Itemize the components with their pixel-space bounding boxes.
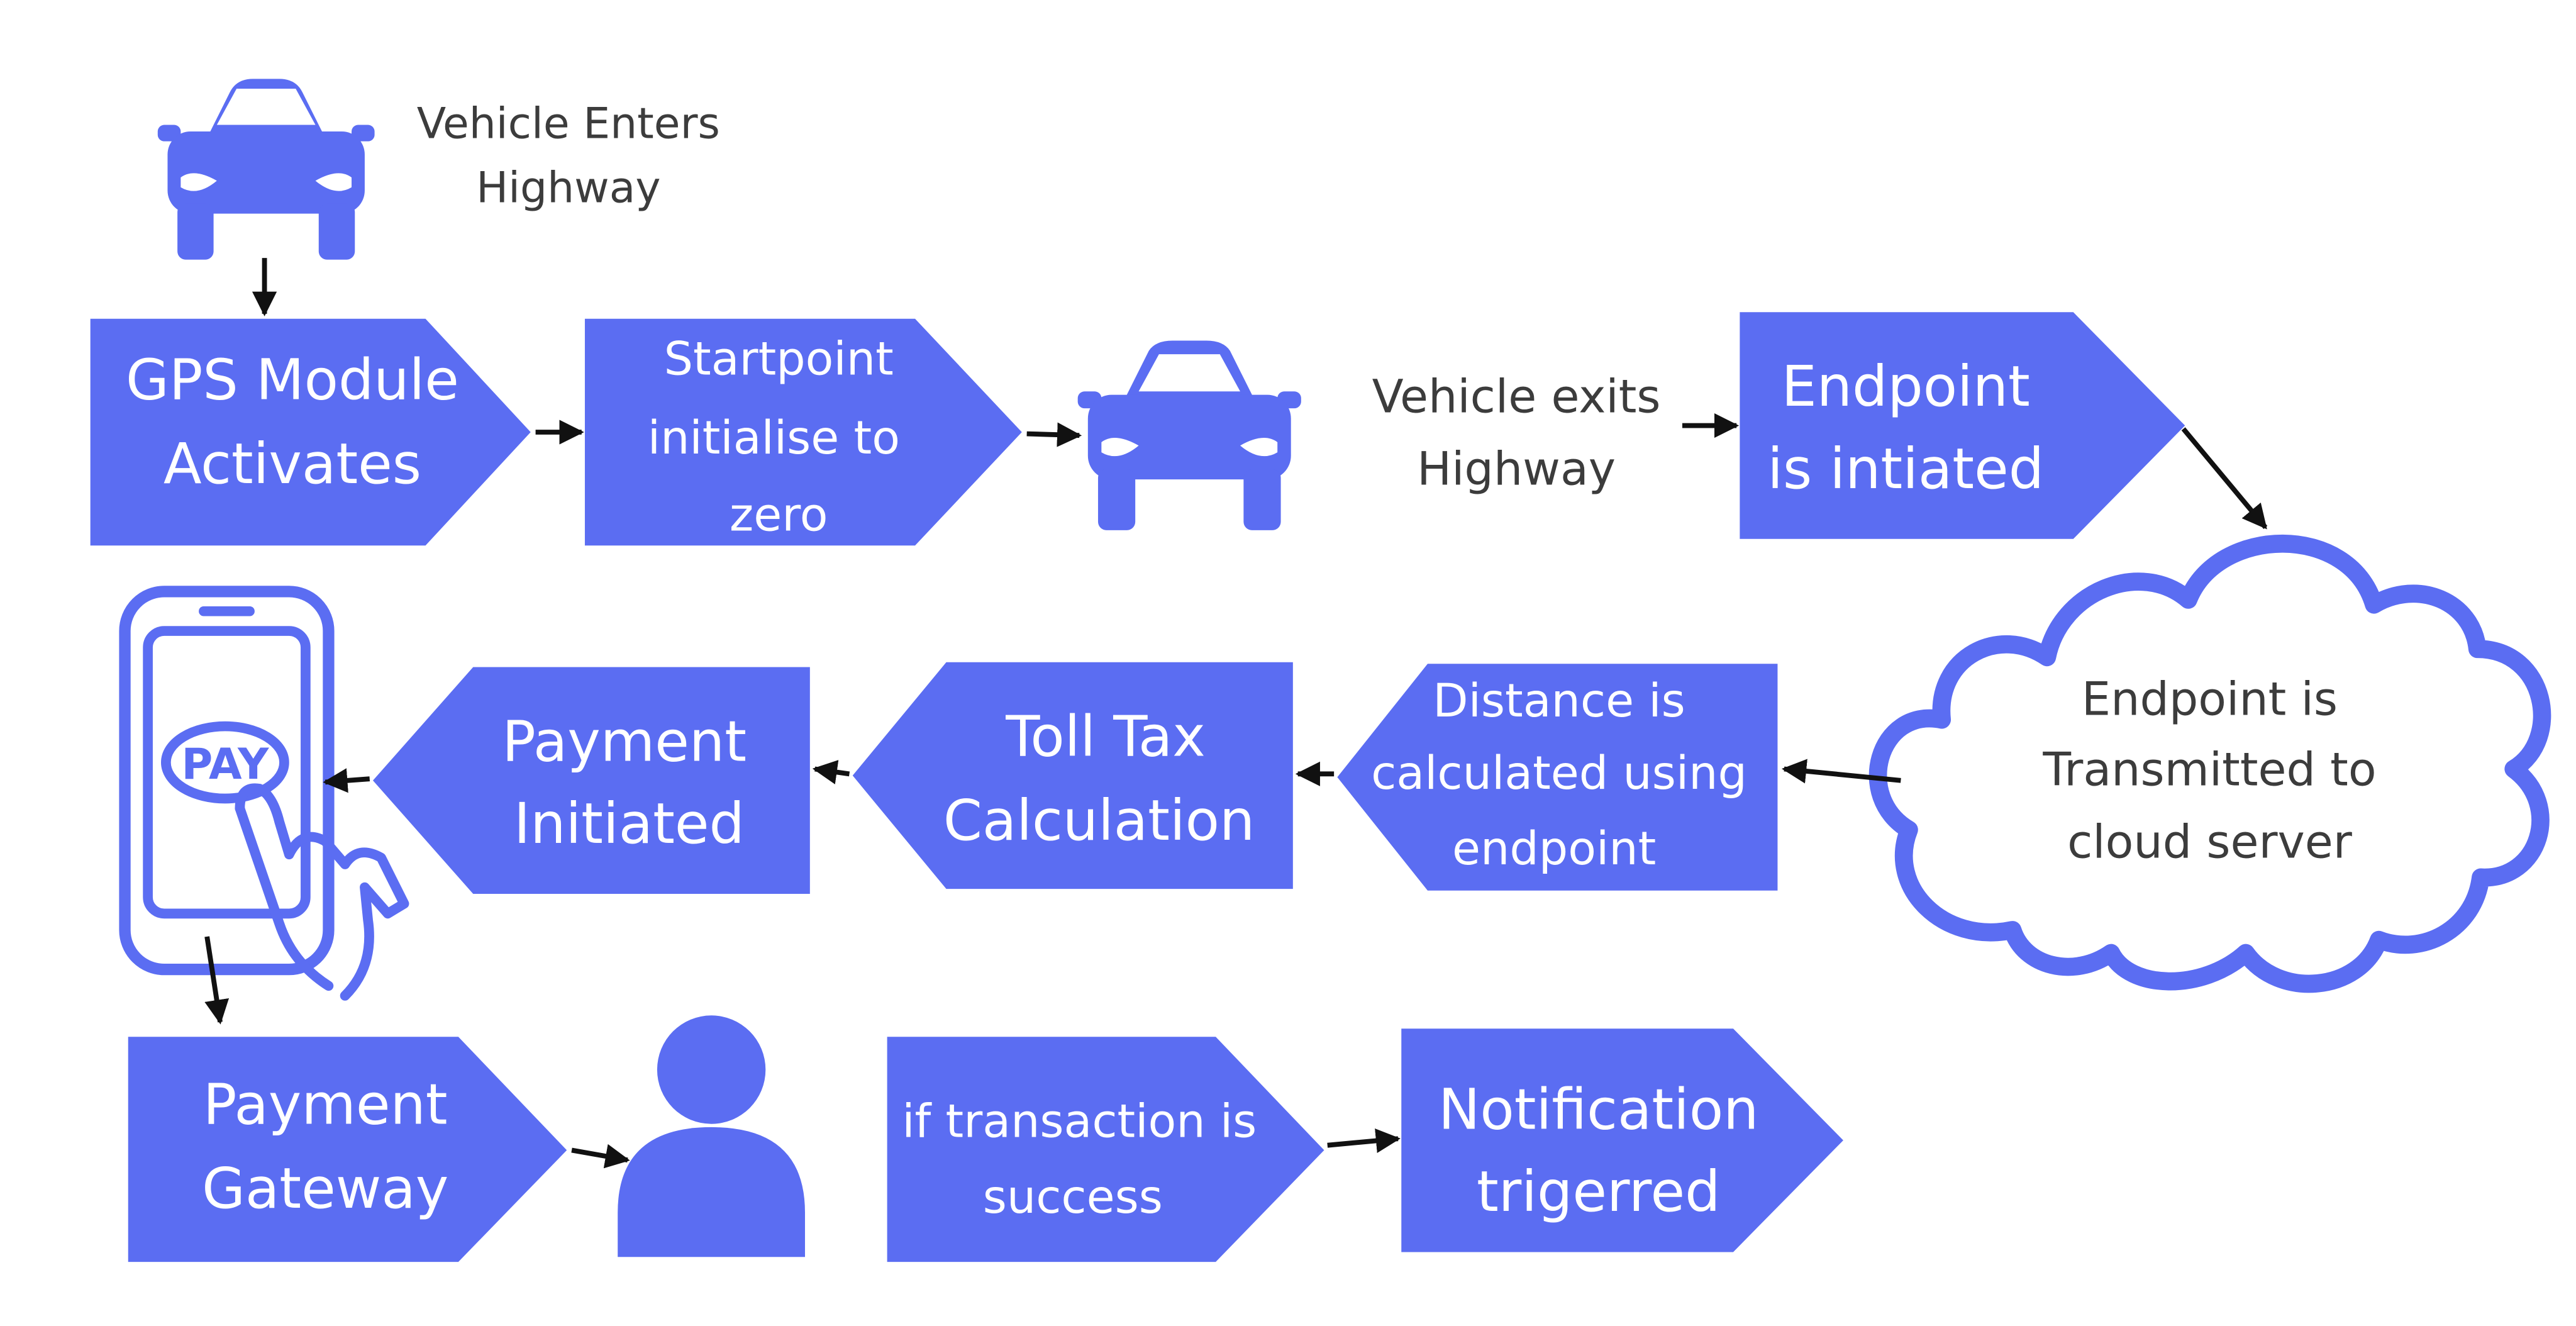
arrow-startpoint-to-car: [1026, 422, 1082, 447]
vehicle-enters-label-line1: Vehicle Enters: [417, 99, 720, 148]
distance-text-line3: endpoint: [1452, 822, 1656, 876]
startpoint-node: [584, 318, 1022, 546]
endpoint-initiated-node: [1740, 312, 2185, 539]
cloud-text-line2: Transmitted to: [2042, 744, 2376, 797]
arrow-success-to-notification: [1327, 1128, 1401, 1153]
payment-initiated-text-line2: Initiated: [514, 791, 745, 856]
startpoint-text-line1: Startpoint: [664, 333, 894, 386]
distance-text-line2: calculated using: [1371, 747, 1747, 800]
payment-initiated-node: [372, 667, 810, 894]
transaction-success-text-line2: success: [983, 1171, 1163, 1224]
gps-module-text-line1: GPS Module: [126, 348, 459, 413]
payment-gateway-text-line1: Payment: [203, 1072, 448, 1137]
payment-gateway-node: [128, 1037, 567, 1262]
distance-text-line1: Distance is: [1433, 674, 1685, 728]
notification-text-line2: trigerred: [1477, 1159, 1721, 1224]
vehicle-enters-label-line2: Highway: [476, 163, 660, 213]
transaction-success-node: [887, 1037, 1324, 1262]
notification-text-line1: Notification: [1438, 1078, 1759, 1142]
car-icon: [1077, 340, 1301, 530]
endpoint-initiated-text-line1: Endpoint: [1782, 354, 2030, 419]
toll-tax-node: [852, 662, 1293, 889]
gps-module-node: [90, 318, 531, 546]
arrow-phone-to-gateway: [204, 936, 230, 1025]
payment-gateway-text-line2: Gateway: [202, 1156, 448, 1221]
person-icon: [618, 1015, 805, 1257]
pay-text: PAY: [181, 740, 269, 789]
cloud-text-line1: Endpoint is: [2082, 672, 2338, 726]
startpoint-text-line3: zero: [730, 489, 828, 542]
arrow-toll-to-payment: [812, 760, 850, 784]
cloud-icon: [1868, 534, 2551, 993]
toll-tax-text-line1: Toll Tax: [1005, 705, 1206, 769]
cloud-text-line3: cloud server: [2067, 816, 2353, 869]
toll-tax-text-line2: Calculation: [943, 788, 1255, 853]
transaction-success-text-line1: if transaction is: [902, 1095, 1257, 1149]
startpoint-text-line2: initialise to: [648, 411, 900, 465]
distance-node: [1337, 664, 1778, 891]
car-icon: [157, 79, 375, 260]
arrow-payment-to-phone: [323, 768, 370, 793]
phone-pay-icon: [119, 586, 409, 1001]
arrow-gateway-to-person: [571, 1144, 630, 1169]
arrow-cloud-to-distance: [1781, 759, 1901, 784]
vehicle-exits-label-line1: Vehicle exits: [1372, 370, 1661, 424]
arrow-endpoint-to-cloud: [2181, 427, 2268, 530]
endpoint-initiated-text-line2: is intiated: [1767, 437, 2044, 501]
gps-module-text-line2: Activates: [164, 432, 421, 496]
notification-node: [1401, 1028, 1843, 1252]
payment-initiated-text-line1: Payment: [502, 709, 747, 774]
vehicle-exits-label-line2: Highway: [1417, 443, 1616, 496]
